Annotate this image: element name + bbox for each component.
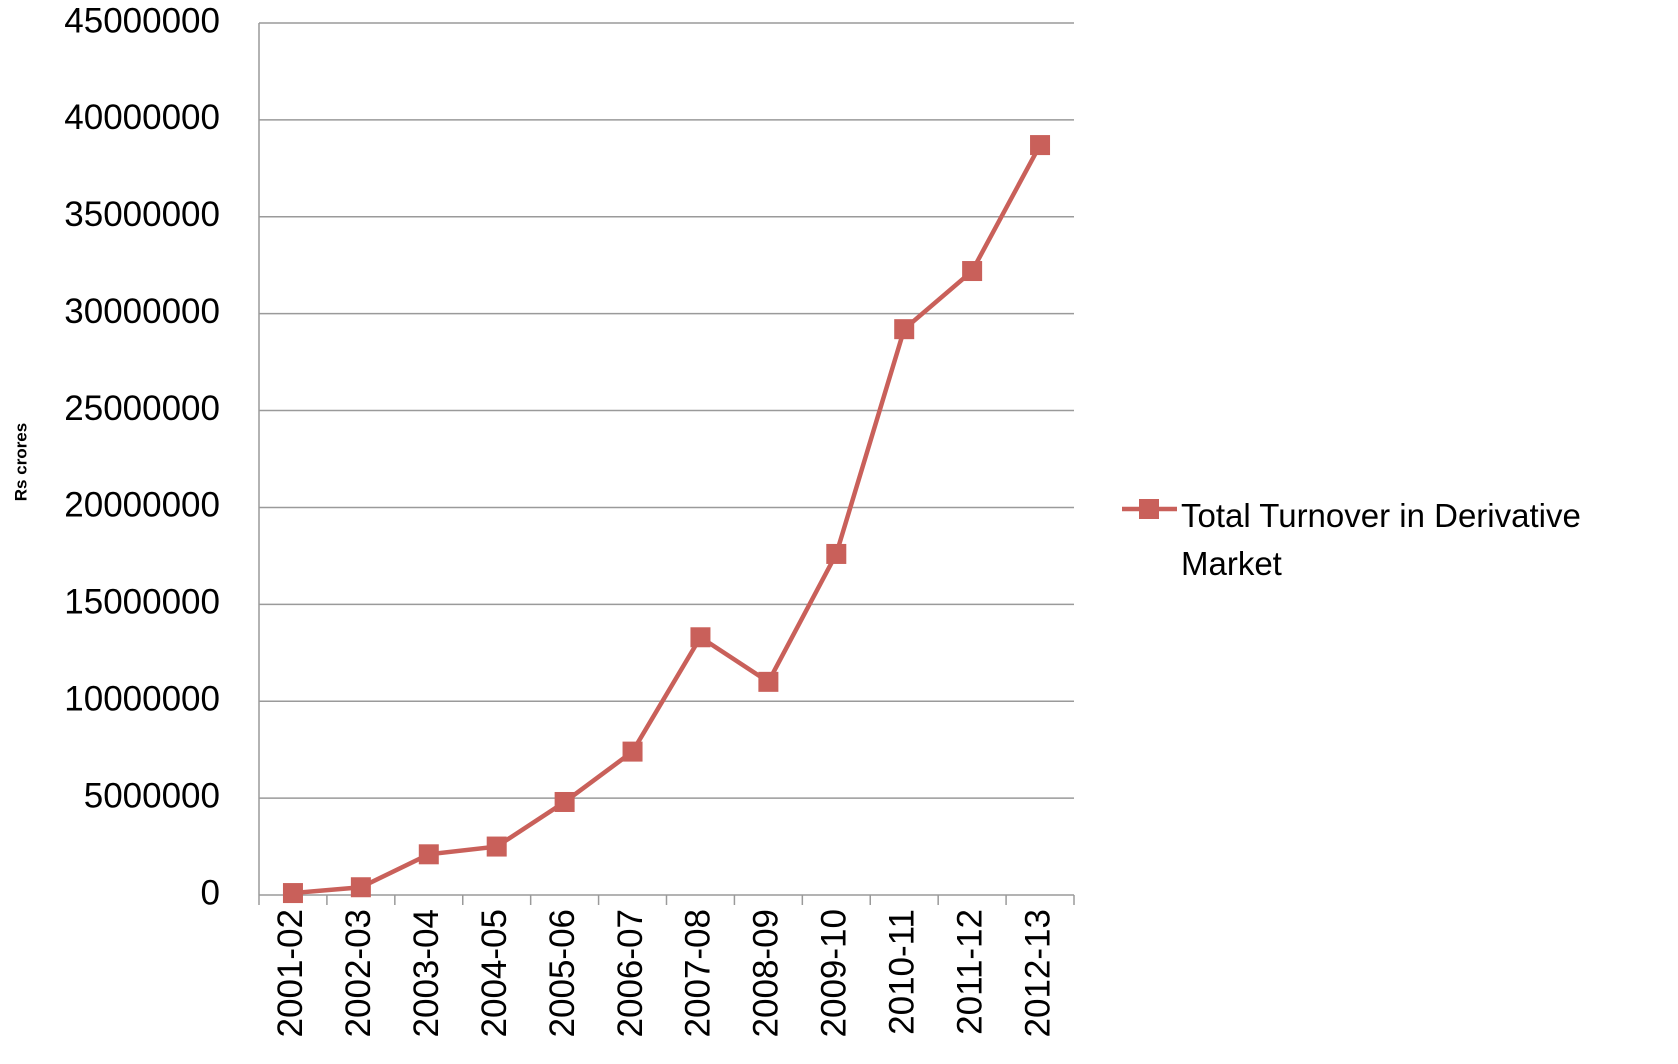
legend-label: Total Turnover in Derivative Market bbox=[1181, 497, 1581, 582]
y-tick-label: 0 bbox=[201, 873, 220, 912]
x-tick-label: 2012-13 bbox=[1018, 909, 1057, 1037]
x-tick-label: 2007-08 bbox=[679, 909, 718, 1037]
data-point bbox=[350, 877, 371, 898]
x-tick-label: 2010-11 bbox=[882, 909, 921, 1035]
x-tick-label: 2011-12 bbox=[950, 909, 989, 1035]
y-tick-label: 45000000 bbox=[64, 1, 220, 40]
x-tick-label: 2004-05 bbox=[475, 909, 514, 1037]
y-tick-label: 5000000 bbox=[84, 776, 220, 815]
data-point bbox=[758, 671, 779, 692]
data-point bbox=[282, 883, 303, 904]
x-tick-label: 2009-10 bbox=[815, 909, 854, 1037]
y-tick-label: 10000000 bbox=[64, 679, 220, 718]
data-point bbox=[554, 791, 575, 812]
x-tick-label: 2006-07 bbox=[611, 909, 650, 1037]
x-tick-label: 2002-03 bbox=[339, 909, 378, 1037]
y-tick-label: 20000000 bbox=[64, 486, 220, 525]
data-point bbox=[486, 836, 507, 857]
data-point bbox=[826, 543, 847, 564]
data-point bbox=[690, 627, 711, 648]
data-point bbox=[622, 741, 643, 762]
x-tick-label: 2005-06 bbox=[543, 909, 582, 1037]
y-tick-label: 40000000 bbox=[64, 98, 220, 137]
y-tick-label: 15000000 bbox=[64, 583, 220, 622]
x-tick-label: 2008-09 bbox=[747, 909, 786, 1037]
series-line bbox=[292, 144, 1043, 896]
data-point bbox=[1030, 135, 1051, 156]
y-tick-label: 30000000 bbox=[64, 292, 220, 331]
data-point bbox=[894, 319, 915, 340]
y-axis-title: Rs crores bbox=[11, 423, 30, 501]
data-point bbox=[418, 844, 439, 865]
data-point bbox=[962, 261, 983, 282]
legend-marker bbox=[1139, 499, 1159, 519]
y-tick-label: 25000000 bbox=[64, 389, 220, 428]
x-tick-label: 2003-04 bbox=[407, 909, 446, 1037]
x-tick-label: 2001-02 bbox=[271, 909, 310, 1037]
y-tick-label: 35000000 bbox=[64, 195, 220, 234]
